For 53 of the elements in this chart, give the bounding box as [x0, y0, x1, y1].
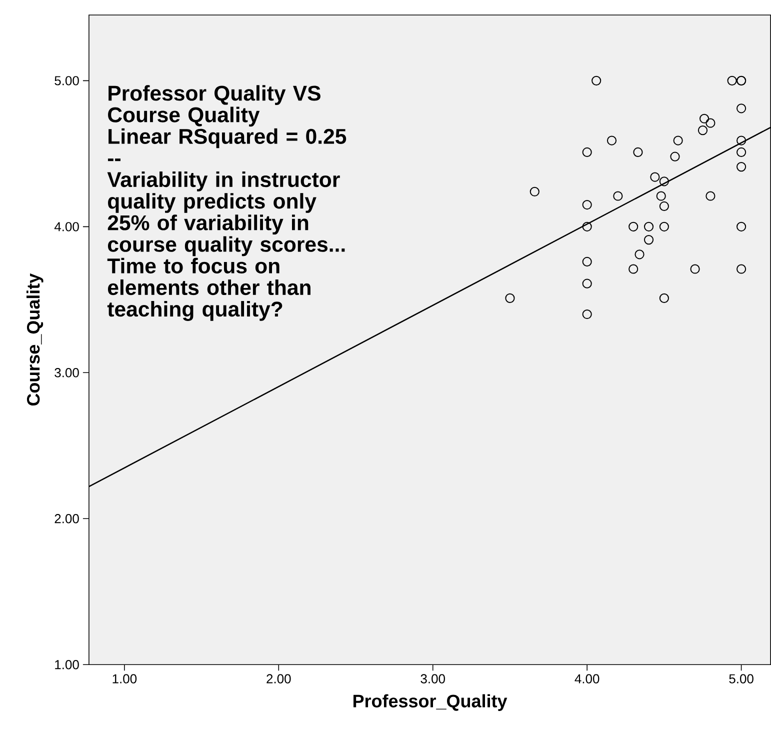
- point: [628, 264, 638, 274]
- point: [736, 222, 746, 232]
- point: [659, 202, 669, 212]
- point: [582, 148, 592, 158]
- y-tick-label: 1.00: [55, 660, 79, 670]
- y-axis-title: Course_Quality: [26, 274, 44, 406]
- x-tick-label: 1.00: [112, 674, 137, 684]
- point: [656, 191, 666, 201]
- y-tick-label: 3.00: [54, 368, 79, 378]
- point: [736, 136, 746, 146]
- point: [644, 235, 654, 245]
- point: [633, 148, 643, 158]
- point: [727, 76, 737, 86]
- point: [699, 114, 710, 124]
- y-tick-label: 2.00: [54, 514, 79, 524]
- point: [505, 294, 515, 304]
- point: [736, 104, 746, 114]
- x-tick-label: 4.00: [574, 674, 600, 684]
- point: [659, 294, 669, 304]
- point: [690, 264, 700, 274]
- point: [659, 222, 669, 232]
- y-tick-label: 4.00: [54, 222, 79, 232]
- point: [582, 200, 592, 210]
- point: [706, 118, 716, 128]
- point: [606, 136, 617, 146]
- x-tick-label: 5.00: [729, 674, 754, 684]
- point: [698, 126, 708, 136]
- point: [706, 191, 716, 201]
- annotation: Variability in instructor quality predicts only 25% of variability in course quality scores... Time to focus on elements other than teaching quality?: [107, 172, 345, 322]
- point: [659, 176, 669, 186]
- point: [736, 264, 746, 274]
- point: [670, 152, 680, 162]
- point: [582, 278, 592, 289]
- annotation: --: [108, 158, 120, 162]
- point: [644, 222, 654, 232]
- point: [530, 187, 540, 197]
- y-tick-label: 5.00: [54, 76, 79, 86]
- point: [673, 136, 683, 146]
- point: [650, 172, 660, 182]
- point: [628, 222, 638, 232]
- point: [613, 191, 623, 201]
- point: [582, 257, 592, 267]
- point: [634, 250, 644, 260]
- annotation: Linear RSquared = 0.25: [108, 128, 346, 148]
- point: [582, 310, 592, 320]
- x-tick-label: 2.00: [266, 674, 291, 684]
- point: [592, 76, 602, 86]
- x-tick-label: 3.00: [420, 674, 446, 684]
- point: [736, 162, 746, 172]
- point: [582, 222, 592, 232]
- x-axis-title: Professor_Quality: [354, 694, 508, 712]
- point: [736, 148, 746, 158]
- annotation: Professor Quality VS Course Quality: [108, 85, 320, 127]
